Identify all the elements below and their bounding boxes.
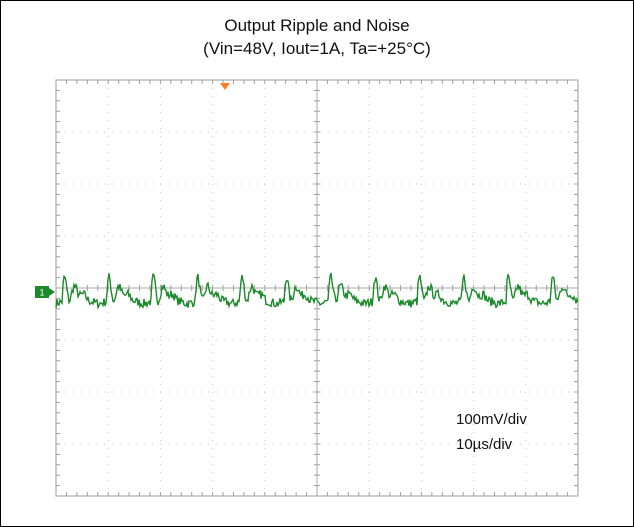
channel-1-marker-icon: 1 (35, 286, 55, 298)
chart-subtitle: (Vin=48V, Iout=1A, Ta=+25°C) (203, 39, 431, 58)
grid-ticks (55, 79, 579, 497)
chart-title: Output Ripple and Noise (224, 16, 410, 35)
trigger-marker-icon (220, 83, 230, 90)
ripple-trace (55, 272, 579, 310)
vertical-scale-label: 100mV/div (456, 411, 527, 428)
svg-text:1: 1 (39, 288, 44, 298)
horizontal-scale-label: 10µs/div (456, 436, 513, 453)
